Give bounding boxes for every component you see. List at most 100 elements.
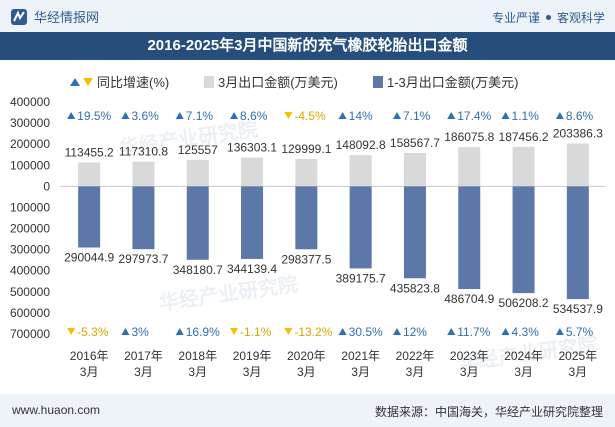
cumulative-growth-label: 3% [131,325,149,339]
data-labels: 113455.2 290044.9 19.5% -5.3% 117310.8 297973… [64,109,603,339]
cumulative-bar [186,186,209,260]
chart-title: 2016-2025年3月中国新的充气橡胶轮胎出口金额 [0,32,615,60]
cumulative-value-label: 290044.9 [64,251,114,265]
monthly-growth-label: 7.1% [403,109,431,123]
cumulative-bar [132,186,155,250]
huajing-logo-icon [11,8,27,25]
monthly-bar [403,152,426,187]
monthly-growth-label: 8.6% [566,109,594,123]
legend-monthly-swatch [204,76,214,88]
growth-up-arrow-icon [338,328,347,335]
legend-up-arrow-icon [70,78,80,86]
x-tick-label: 2016年 3月 [70,349,109,379]
growth-up-arrow-icon [230,112,239,119]
y-tick-label: 600000 [10,306,50,320]
growth-up-arrow-icon [447,112,456,119]
growth-down-arrow-icon [284,112,293,119]
monthly-growth-label: -4.5% [294,109,326,123]
growth-up-arrow-icon [121,112,130,119]
y-tick-label: 400000 [10,95,50,109]
cumulative-growth-label: -1.1% [240,325,272,339]
top-bar: 华经情报网 专业严谨 客观科学 [0,0,615,32]
monthly-growth-label: 1.1% [512,109,540,123]
x-tick-label: 2021年 3月 [341,349,380,379]
cumulative-growth-label: 5.7% [566,325,594,339]
legend: 同比增速(%) 3月出口金额(万美元) 1-3月出口金额(万美元) [70,75,518,90]
legend-growth-label: 同比增速(%) [97,75,169,90]
y-tick-label: 300000 [10,243,50,257]
cumulative-growth-label: -5.3% [77,325,109,339]
legend-monthly-label: 3月出口金额(万美元) [218,75,338,90]
watermark-2: 华经产业研究院 [157,272,299,315]
cumulative-value-label: 298377.5 [281,252,331,266]
monthly-bar [349,155,372,187]
growth-up-arrow-icon [447,328,456,335]
cumulative-bar [349,186,372,269]
cumulative-growth-label: 16.9% [186,325,220,339]
legend-cumulative-label: 1-3月出口金额(万美元) [387,75,518,90]
growth-up-arrow-icon [555,328,564,335]
cumulative-growth-label: 30.5% [349,325,383,339]
monthly-value-label: 187456.2 [499,130,549,144]
x-tick-label: 2025年 3月 [558,349,597,379]
y-tick-label: 700000 [10,327,50,341]
slogan-1: 专业严谨 [491,11,540,25]
chart: 同比增速(%) 3月出口金额(万美元) 1-3月出口金额(万美元) 华经产业研究院华… [10,75,605,379]
cumulative-value-label: 297973.7 [118,252,168,266]
cumulative-growth-label: 4.3% [512,325,540,339]
growth-up-arrow-icon [175,112,184,119]
footer: www.huaon.com 数据来源：中国海关，华经产业研究院整理 [0,394,615,427]
monthly-growth-label: 14% [349,109,373,123]
cumulative-bar [566,186,589,300]
monthly-value-label: 117310.8 [119,145,168,159]
monthly-value-label: 148092.8 [336,138,386,152]
monthly-growth-label: 7.1% [186,109,214,123]
x-tick-label: 2022年 3月 [396,349,435,379]
monthly-value-label: 158567.7 [390,136,440,150]
growth-down-arrow-icon [67,328,76,335]
separator-dot-icon [545,15,551,20]
x-tick-label: 2018年 3月 [178,349,217,379]
growth-up-arrow-icon [392,112,401,119]
x-tick-label: 2023年 3月 [450,349,489,379]
legend-cumulative-swatch [373,76,383,88]
x-axis: 2016年 3月 2017年 3月 2018年 3月 2019年 3月 2020年 3月 2021年… [70,349,597,379]
monthly-growth-label: 8.6% [240,109,268,123]
cumulative-bar [512,186,535,294]
cumulative-value-label: 534537.9 [553,302,603,316]
data-source: 数据来源：中国海关，华经产业研究院整理 [374,405,603,419]
growth-up-arrow-icon [392,328,401,335]
growth-down-arrow-icon [284,328,293,335]
monthly-bar [295,158,318,187]
website-link[interactable]: www.huaon.com [12,403,101,417]
cumulative-value-label: 389175.7 [336,271,386,285]
cumulative-bar [403,186,426,279]
cumulative-growth-label: 12% [403,325,427,339]
monthly-bar [78,162,101,187]
brand-name: 华经情报网 [34,10,100,25]
x-tick-label: 2019年 3月 [233,349,272,379]
x-tick-label: 2024年 3月 [504,349,543,379]
monthly-bar [458,147,481,187]
monthly-value-label: 129999.1 [281,142,331,156]
y-tick-label: 200000 [10,137,50,151]
growth-up-arrow-icon [501,112,510,119]
x-tick-label: 2020年 3月 [287,349,326,379]
cumulative-value-label: 348180.7 [173,263,223,277]
monthly-value-label: 113455.2 [65,145,114,159]
monthly-value-label: 203386.3 [553,126,603,140]
legend-down-arrow-icon [83,78,93,86]
cumulative-value-label: 435823.8 [390,281,440,295]
cumulative-value-label: 344139.4 [227,262,277,276]
brand-slogan: 专业严谨 客观科学 [492,9,605,26]
cumulative-bar [78,186,101,248]
cumulative-value-label: 486704.9 [444,292,494,306]
cumulative-growth-label: 11.7% [457,325,490,339]
bars [78,143,589,300]
monthly-bar [566,143,589,187]
cumulative-bar [241,186,264,259]
cumulative-growth-label: -13.2% [294,325,332,339]
monthly-bar [186,159,209,187]
monthly-value-label: 125557 [178,143,218,157]
